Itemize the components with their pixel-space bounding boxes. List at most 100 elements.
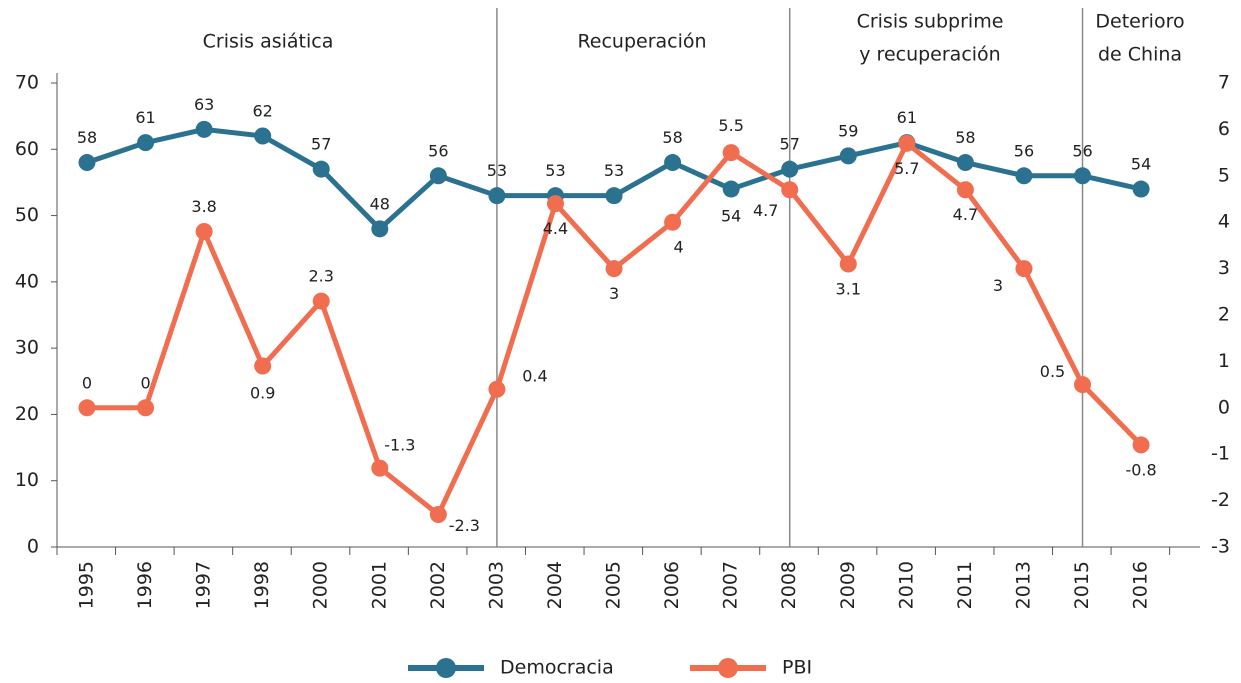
- data-label: 4.7: [753, 201, 778, 220]
- data-point: [781, 181, 799, 199]
- data-label: 56: [1072, 141, 1092, 160]
- data-point: [956, 154, 974, 172]
- data-point: [371, 220, 389, 238]
- y2-tick-label: -2: [1211, 489, 1230, 511]
- data-point: [137, 134, 155, 152]
- y2-tick-label: 7: [1218, 72, 1230, 94]
- x-tick-label: 2005: [603, 561, 625, 609]
- data-point: [839, 147, 857, 165]
- data-point: [254, 357, 272, 375]
- data-point: [664, 154, 682, 172]
- data-point: [605, 187, 623, 205]
- data-point: [78, 399, 96, 417]
- data-label: 0.9: [250, 384, 275, 403]
- data-point: [605, 260, 623, 278]
- data-label: 3.1: [836, 279, 861, 298]
- data-label: 4.4: [543, 219, 568, 238]
- data-point: [1074, 167, 1092, 185]
- data-label: -2.3: [449, 516, 480, 535]
- data-label: 63: [194, 95, 214, 114]
- x-tick-label: 2015: [1071, 561, 1093, 609]
- x-tick-label: 2006: [661, 561, 683, 609]
- y-tick-label: 10: [15, 469, 39, 491]
- data-point: [722, 180, 740, 198]
- data-point: [1015, 167, 1033, 185]
- data-point: [1015, 260, 1033, 278]
- y-tick-label: 0: [27, 536, 39, 558]
- x-tick-label: 1997: [193, 561, 215, 609]
- period-label: Deterioro: [1095, 11, 1184, 33]
- data-point: [839, 255, 857, 273]
- x-tick-label: 2000: [310, 561, 332, 609]
- y2-tick-label: 0: [1218, 396, 1230, 418]
- data-label: 54: [1131, 155, 1151, 174]
- data-label: 56: [428, 141, 448, 160]
- legend-label: PBI: [782, 657, 812, 679]
- data-label: 4: [674, 238, 684, 257]
- data-point: [429, 506, 447, 524]
- data-point: [956, 181, 974, 199]
- x-tick-label: 2001: [368, 561, 390, 609]
- period-label: Crisis asiática: [203, 31, 334, 53]
- data-label: 4.7: [953, 205, 978, 224]
- data-label: 3.8: [191, 197, 216, 216]
- data-point: [429, 167, 447, 185]
- x-tick-label: 2004: [544, 561, 566, 609]
- data-label: 57: [311, 135, 331, 154]
- data-label: 58: [77, 128, 97, 147]
- data-label: 0: [140, 373, 150, 392]
- data-point: [371, 459, 389, 477]
- y2-tick-label: 1: [1218, 350, 1230, 372]
- y-tick-label: 50: [15, 204, 39, 226]
- data-label: 0.4: [522, 367, 547, 386]
- y2-tick-label: 2: [1218, 304, 1230, 326]
- x-tick-label: 2008: [778, 561, 800, 609]
- data-label: 48: [370, 194, 390, 213]
- legend-marker: [436, 658, 456, 678]
- data-point: [781, 160, 799, 178]
- legend-label: Democracia: [500, 657, 614, 679]
- legend-marker: [718, 658, 738, 678]
- y2-tick-label: 3: [1218, 257, 1230, 279]
- data-label: 3: [993, 276, 1003, 295]
- data-point: [546, 195, 564, 213]
- data-label: 2.3: [309, 267, 334, 286]
- data-point: [195, 120, 213, 138]
- y2-tick-label: -3: [1211, 536, 1230, 558]
- data-label: 53: [604, 161, 624, 180]
- data-label: 62: [253, 102, 273, 121]
- data-label: 57: [780, 135, 800, 154]
- data-label: 54: [721, 207, 741, 226]
- data-label: 3: [609, 284, 619, 303]
- y-tick-label: 70: [15, 72, 39, 94]
- data-point: [1074, 376, 1092, 394]
- y2-tick-label: -1: [1211, 443, 1230, 465]
- x-tick-label: 2002: [427, 561, 449, 609]
- data-label: 0.5: [1040, 362, 1065, 381]
- data-label: 0: [82, 373, 92, 392]
- data-point: [254, 127, 272, 145]
- data-label: 5.5: [718, 116, 743, 135]
- x-tick-label: 2009: [837, 561, 859, 609]
- period-label: y recuperación: [859, 44, 1000, 66]
- x-tick-label: 2003: [485, 561, 507, 609]
- period-label: de China: [1098, 44, 1182, 66]
- x-tick-label: 2010: [895, 561, 917, 609]
- y2-tick-label: 4: [1218, 211, 1230, 233]
- data-label: 56: [1014, 141, 1034, 160]
- data-label: 58: [955, 128, 975, 147]
- x-tick-label: 2016: [1130, 561, 1152, 609]
- data-point: [137, 399, 155, 417]
- data-point: [488, 380, 506, 398]
- data-label: 58: [662, 128, 682, 147]
- data-point: [78, 154, 96, 172]
- data-point: [312, 160, 330, 178]
- data-label: 61: [135, 108, 155, 127]
- data-point: [1132, 180, 1150, 198]
- data-point: [722, 144, 740, 162]
- data-point: [195, 222, 213, 240]
- y-tick-label: 30: [15, 337, 39, 359]
- data-point: [312, 292, 330, 310]
- y2-tick-label: 6: [1218, 118, 1230, 140]
